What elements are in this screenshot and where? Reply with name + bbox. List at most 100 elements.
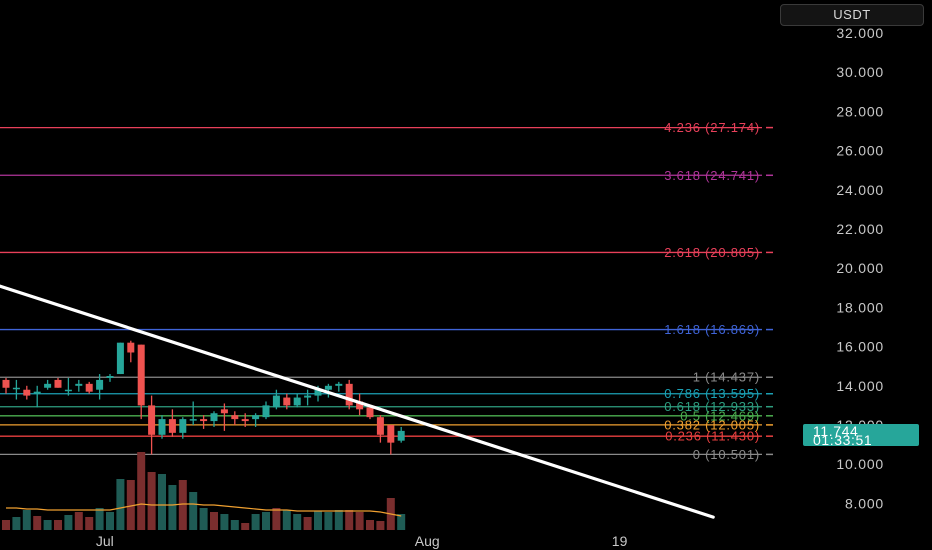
candle-body — [96, 379, 104, 390]
volume-bar — [43, 520, 52, 530]
volume-bar — [241, 523, 250, 530]
fib-level-label: 0.786 (13.595) — [664, 386, 760, 401]
candle-body — [324, 385, 332, 390]
candle[interactable] — [252, 413, 260, 427]
trendline[interactable] — [0, 278, 715, 519]
volume-bar — [272, 508, 281, 530]
volume-bar — [210, 512, 218, 530]
time-axis[interactable]: Jul Aug 19 — [96, 533, 628, 549]
volume-bar — [220, 514, 229, 530]
candle-body — [231, 415, 239, 420]
volume-bar — [251, 514, 260, 530]
candle[interactable] — [210, 411, 218, 427]
candle-body — [54, 379, 62, 388]
volume-bar — [74, 512, 83, 530]
volume-bar — [116, 479, 125, 530]
candle[interactable] — [200, 415, 208, 429]
candle[interactable] — [2, 377, 10, 394]
candle-body — [75, 383, 83, 386]
volume-bar — [314, 511, 322, 530]
price-axis-tick-label: 18.000 — [836, 299, 884, 315]
candle[interactable] — [304, 389, 312, 406]
volume-bar — [168, 485, 177, 530]
candle[interactable] — [272, 389, 280, 410]
candlesticks[interactable] — [2, 340, 405, 455]
candle-body — [272, 395, 280, 408]
candle[interactable] — [241, 413, 249, 427]
candle-body — [116, 342, 124, 375]
candle[interactable] — [262, 401, 270, 420]
candle[interactable] — [106, 374, 114, 382]
candle[interactable] — [293, 393, 301, 408]
volume-bar — [230, 520, 239, 530]
volume-bar — [324, 512, 333, 530]
candle-body — [158, 419, 166, 435]
volume-bar — [334, 510, 343, 530]
candle[interactable] — [345, 379, 353, 410]
candle[interactable] — [64, 377, 72, 396]
candle-body — [304, 395, 312, 398]
fib-level-label: 1 (14.437) — [693, 370, 760, 385]
candle[interactable] — [148, 395, 156, 455]
candle[interactable] — [324, 383, 332, 398]
candle[interactable] — [220, 403, 228, 431]
volume-bar — [12, 517, 21, 530]
candle-body — [85, 383, 93, 392]
candle-body — [345, 383, 353, 406]
candle-body — [23, 389, 31, 396]
volume-bar — [355, 512, 364, 530]
fib-level-label: 0.618 (12.933) — [664, 399, 760, 414]
candle-body — [376, 417, 384, 435]
volume-bar — [33, 516, 42, 530]
candle-body — [335, 383, 343, 386]
candle[interactable] — [283, 393, 291, 410]
candle[interactable] — [158, 415, 166, 439]
candle[interactable] — [387, 425, 395, 455]
candle-body — [283, 397, 291, 406]
volume-bars — [2, 452, 406, 530]
candle[interactable] — [127, 340, 135, 363]
volume-bar — [199, 508, 208, 530]
volume-bar — [293, 514, 302, 530]
candle[interactable] — [137, 344, 145, 420]
candle-body — [127, 342, 135, 353]
currency-selector-button[interactable]: USDT — [780, 4, 924, 26]
candle-body — [64, 389, 72, 392]
candle[interactable] — [168, 409, 176, 437]
candle[interactable] — [356, 393, 364, 416]
candle[interactable] — [397, 426, 405, 443]
time-axis-tick-label: Jul — [96, 533, 114, 549]
volume-bar — [397, 514, 406, 530]
candle[interactable] — [96, 374, 104, 400]
candle[interactable] — [75, 379, 83, 392]
candle-body — [12, 387, 20, 390]
candle-body — [189, 419, 197, 421]
volume-bar — [64, 515, 73, 530]
candle[interactable] — [376, 415, 384, 443]
candle-body — [262, 405, 270, 418]
volume-bar — [345, 510, 354, 530]
price-axis-tick-label: 10.000 — [836, 456, 884, 472]
candle-body — [387, 425, 395, 443]
candle-body — [2, 379, 10, 388]
time-axis-tick-label: Aug — [415, 533, 440, 549]
candle[interactable] — [116, 342, 124, 375]
fib-level-label: 0.236 (11.430) — [665, 429, 760, 444]
volume-bar — [262, 512, 270, 530]
candle[interactable] — [231, 411, 239, 425]
fibonacci-levels[interactable]: 4.236 (27.174) 3.618 (24.741) 2.618 (20.80… — [0, 120, 773, 462]
candle[interactable] — [179, 417, 187, 439]
candle[interactable] — [12, 379, 20, 400]
candle[interactable] — [189, 401, 197, 425]
candle[interactable] — [44, 379, 52, 390]
trendline-drawing[interactable] — [0, 278, 715, 519]
candle[interactable] — [23, 385, 31, 400]
fib-level-label: 4.236 (27.174) — [664, 120, 760, 135]
candle[interactable] — [366, 405, 374, 420]
candle[interactable] — [85, 381, 93, 394]
candle[interactable] — [54, 377, 62, 388]
last-price-value: 11.744 — [813, 423, 859, 439]
candle[interactable] — [33, 385, 41, 408]
candle[interactable] — [335, 381, 343, 392]
